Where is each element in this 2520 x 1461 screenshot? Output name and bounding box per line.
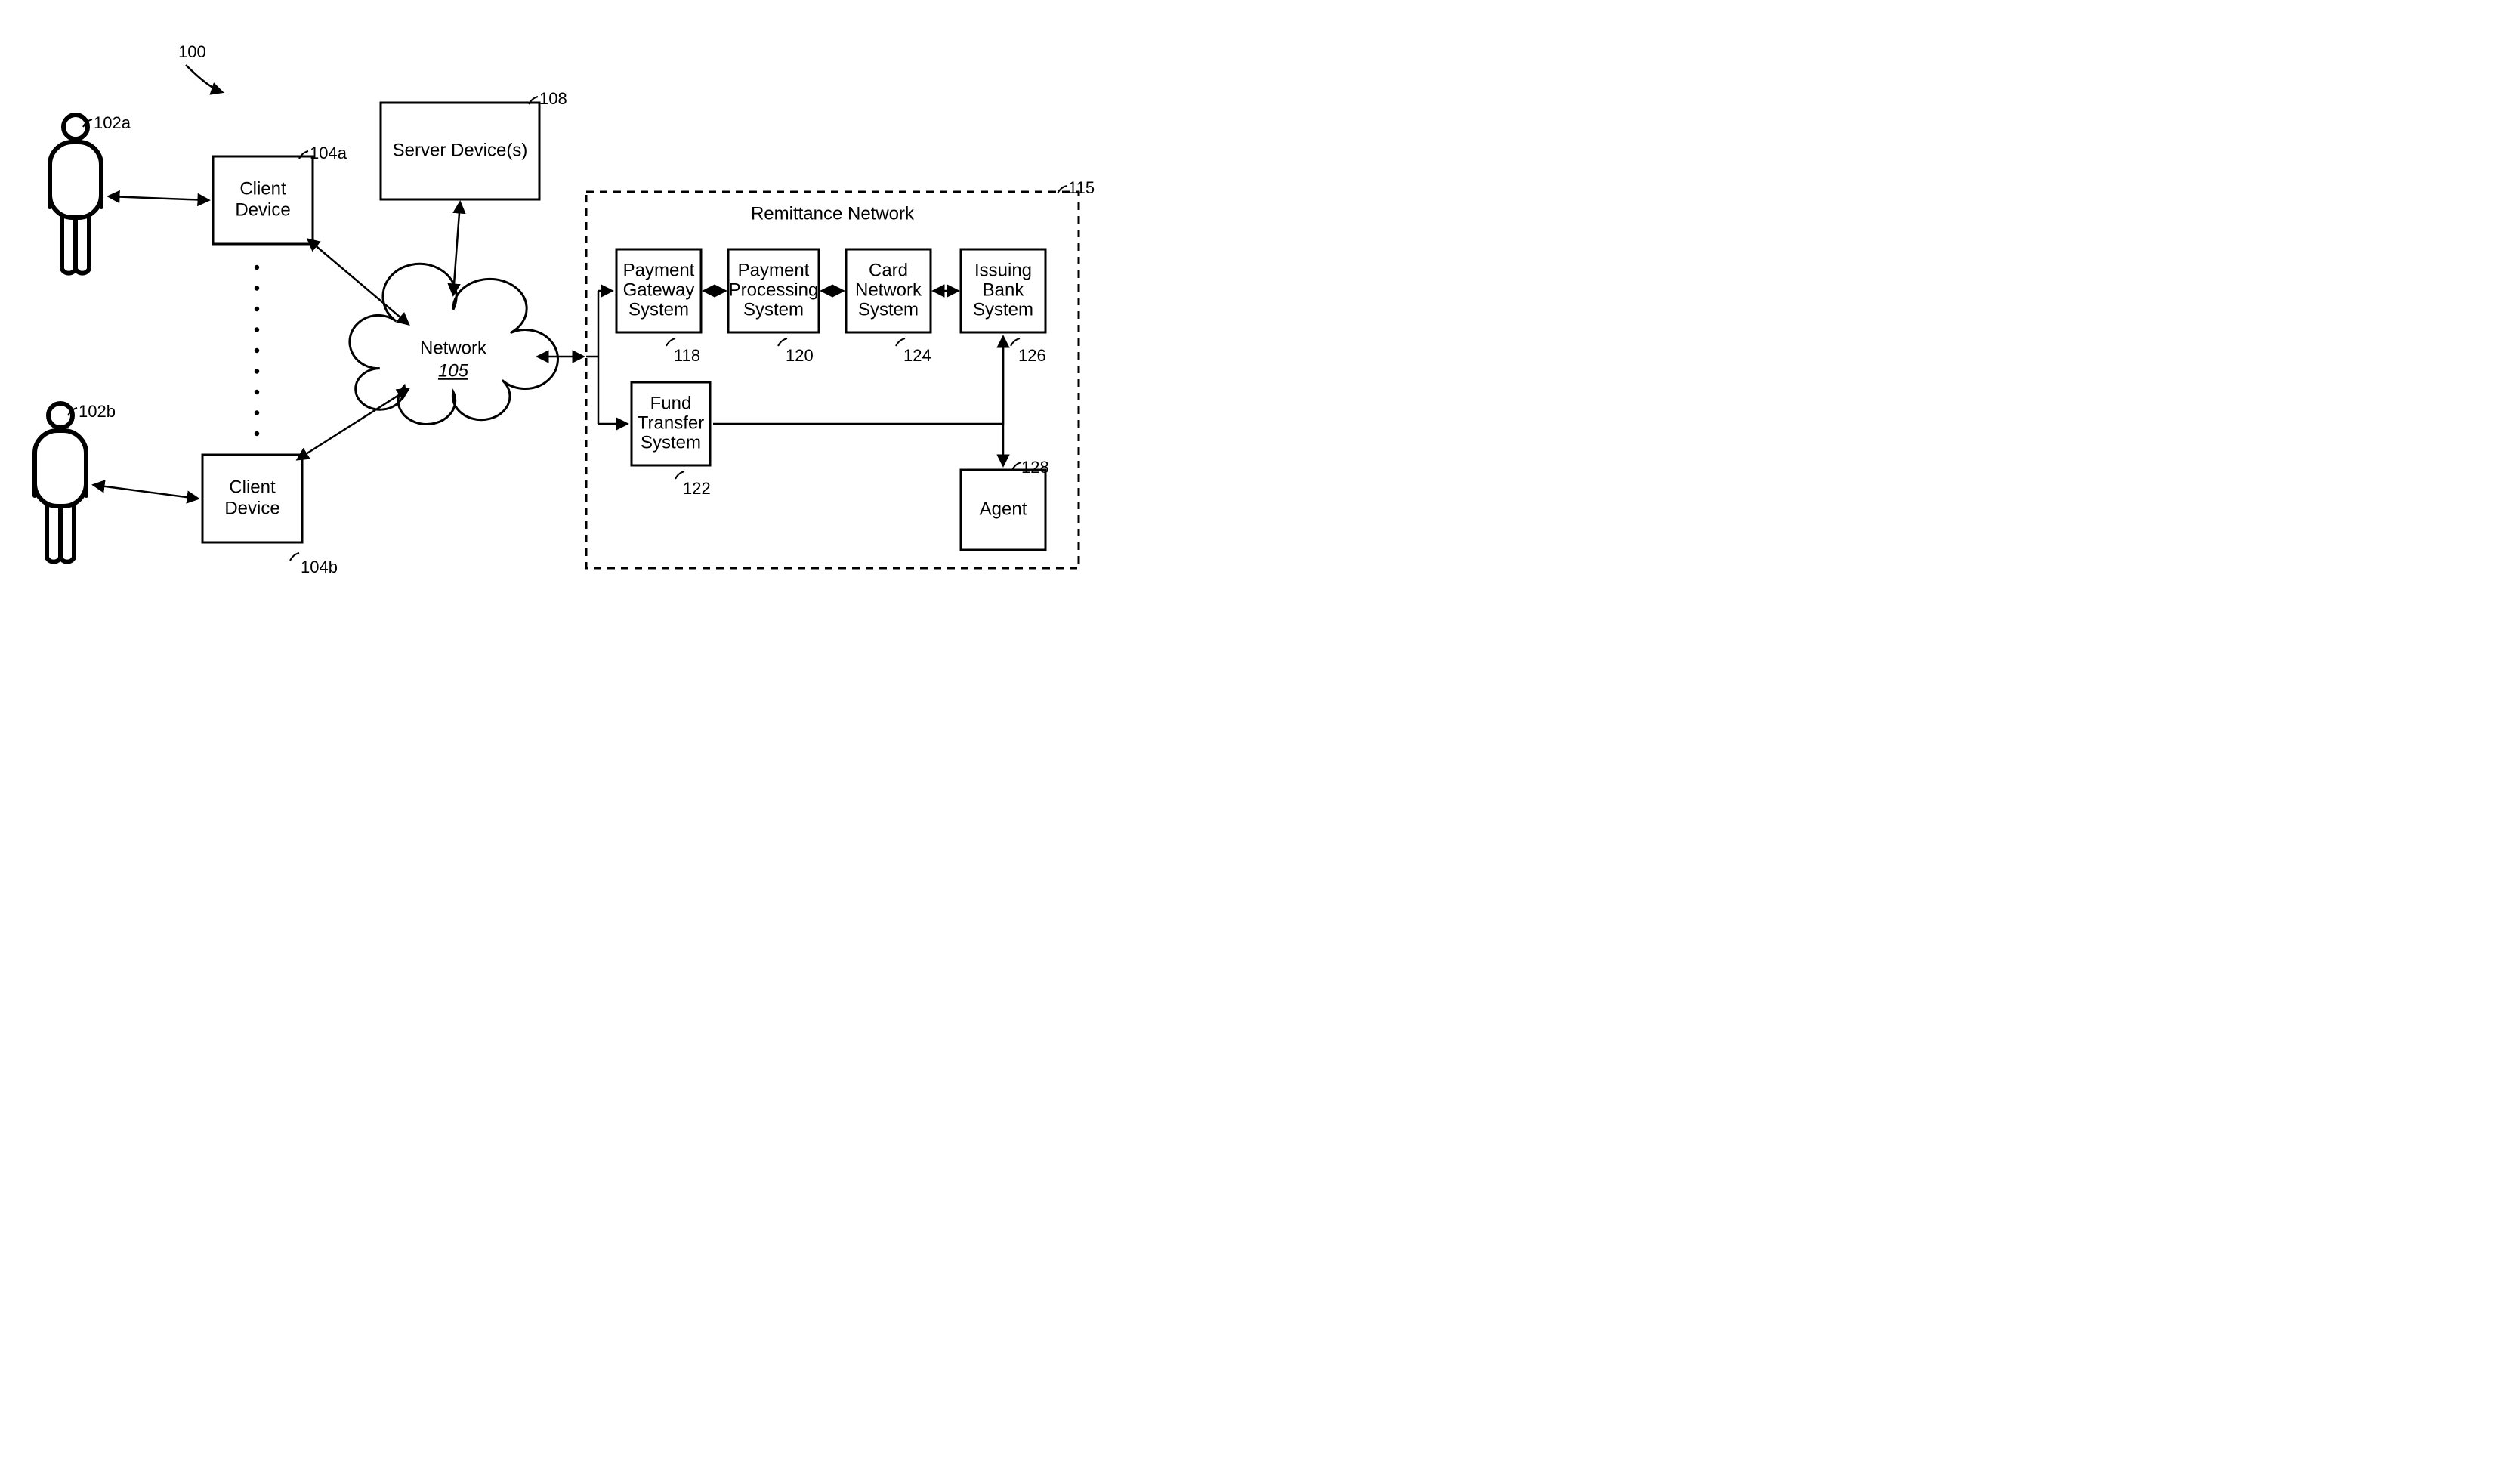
card-network-box-line2: System bbox=[858, 299, 919, 320]
payment-processing-box-line1: Processing bbox=[729, 280, 819, 300]
issuing-bank-box-line2: System bbox=[973, 299, 1033, 320]
ref-102a: 102a bbox=[94, 113, 131, 132]
remittance-label: Remittance Network bbox=[751, 203, 915, 224]
fund-transfer-box-line1: Transfer bbox=[638, 412, 704, 433]
person-icon-a bbox=[50, 115, 101, 273]
ellipsis-dot bbox=[255, 390, 259, 394]
card-network-box-line1: Network bbox=[855, 280, 922, 300]
ellipsis-dot bbox=[255, 348, 259, 353]
ref-115: 115 bbox=[1068, 178, 1095, 197]
ref-118: 118 bbox=[674, 346, 700, 365]
client-a-label2: Device bbox=[235, 199, 290, 220]
ref-124: 124 bbox=[903, 346, 931, 365]
ref-122: 122 bbox=[683, 479, 711, 498]
issuing-bank-box-line1: Bank bbox=[983, 280, 1025, 300]
figure-ref-arrow bbox=[186, 65, 222, 92]
fund-transfer-box-line2: System bbox=[641, 432, 701, 453]
network-label: Network bbox=[420, 338, 487, 358]
payment-gateway-box-line0: Payment bbox=[623, 260, 695, 280]
payment-gateway-box-line2: System bbox=[628, 299, 689, 320]
payment-processing-box-line0: Payment bbox=[738, 260, 810, 280]
ellipsis-dot bbox=[255, 327, 259, 332]
ellipsis-dot bbox=[255, 369, 259, 373]
ref-120: 120 bbox=[786, 346, 814, 365]
card-network-box-line0: Card bbox=[869, 260, 908, 280]
ref-102b: 102b bbox=[79, 402, 116, 421]
network-ref: 105 bbox=[438, 360, 469, 381]
server-label: Server Device(s) bbox=[393, 140, 528, 160]
system-diagram: 100102a102bClientDevice104aClientDevice1… bbox=[0, 0, 1106, 625]
client-b-label1: Client bbox=[229, 477, 276, 497]
ellipsis-dot bbox=[255, 286, 259, 290]
ref-104a: 104a bbox=[310, 144, 347, 162]
ellipsis-dot bbox=[255, 431, 259, 436]
client-b-label2: Device bbox=[224, 498, 279, 518]
payment-processing-box-line2: System bbox=[743, 299, 804, 320]
payment-gateway-box-line1: Gateway bbox=[623, 280, 695, 300]
person-icon-b bbox=[35, 403, 86, 562]
fund-transfer-box-line0: Fund bbox=[650, 393, 692, 413]
ref-126: 126 bbox=[1018, 346, 1046, 365]
ref-104b: 104b bbox=[301, 558, 338, 576]
agent-label: Agent bbox=[980, 499, 1027, 519]
ref-108: 108 bbox=[539, 89, 567, 108]
ellipsis-dot bbox=[255, 410, 259, 415]
ellipsis-dot bbox=[255, 307, 259, 311]
issuing-bank-box-line0: Issuing bbox=[974, 260, 1032, 280]
figure-ref: 100 bbox=[178, 42, 206, 61]
ref-128: 128 bbox=[1021, 458, 1049, 477]
client-a-label1: Client bbox=[239, 178, 286, 199]
ellipsis-dot bbox=[255, 265, 259, 270]
